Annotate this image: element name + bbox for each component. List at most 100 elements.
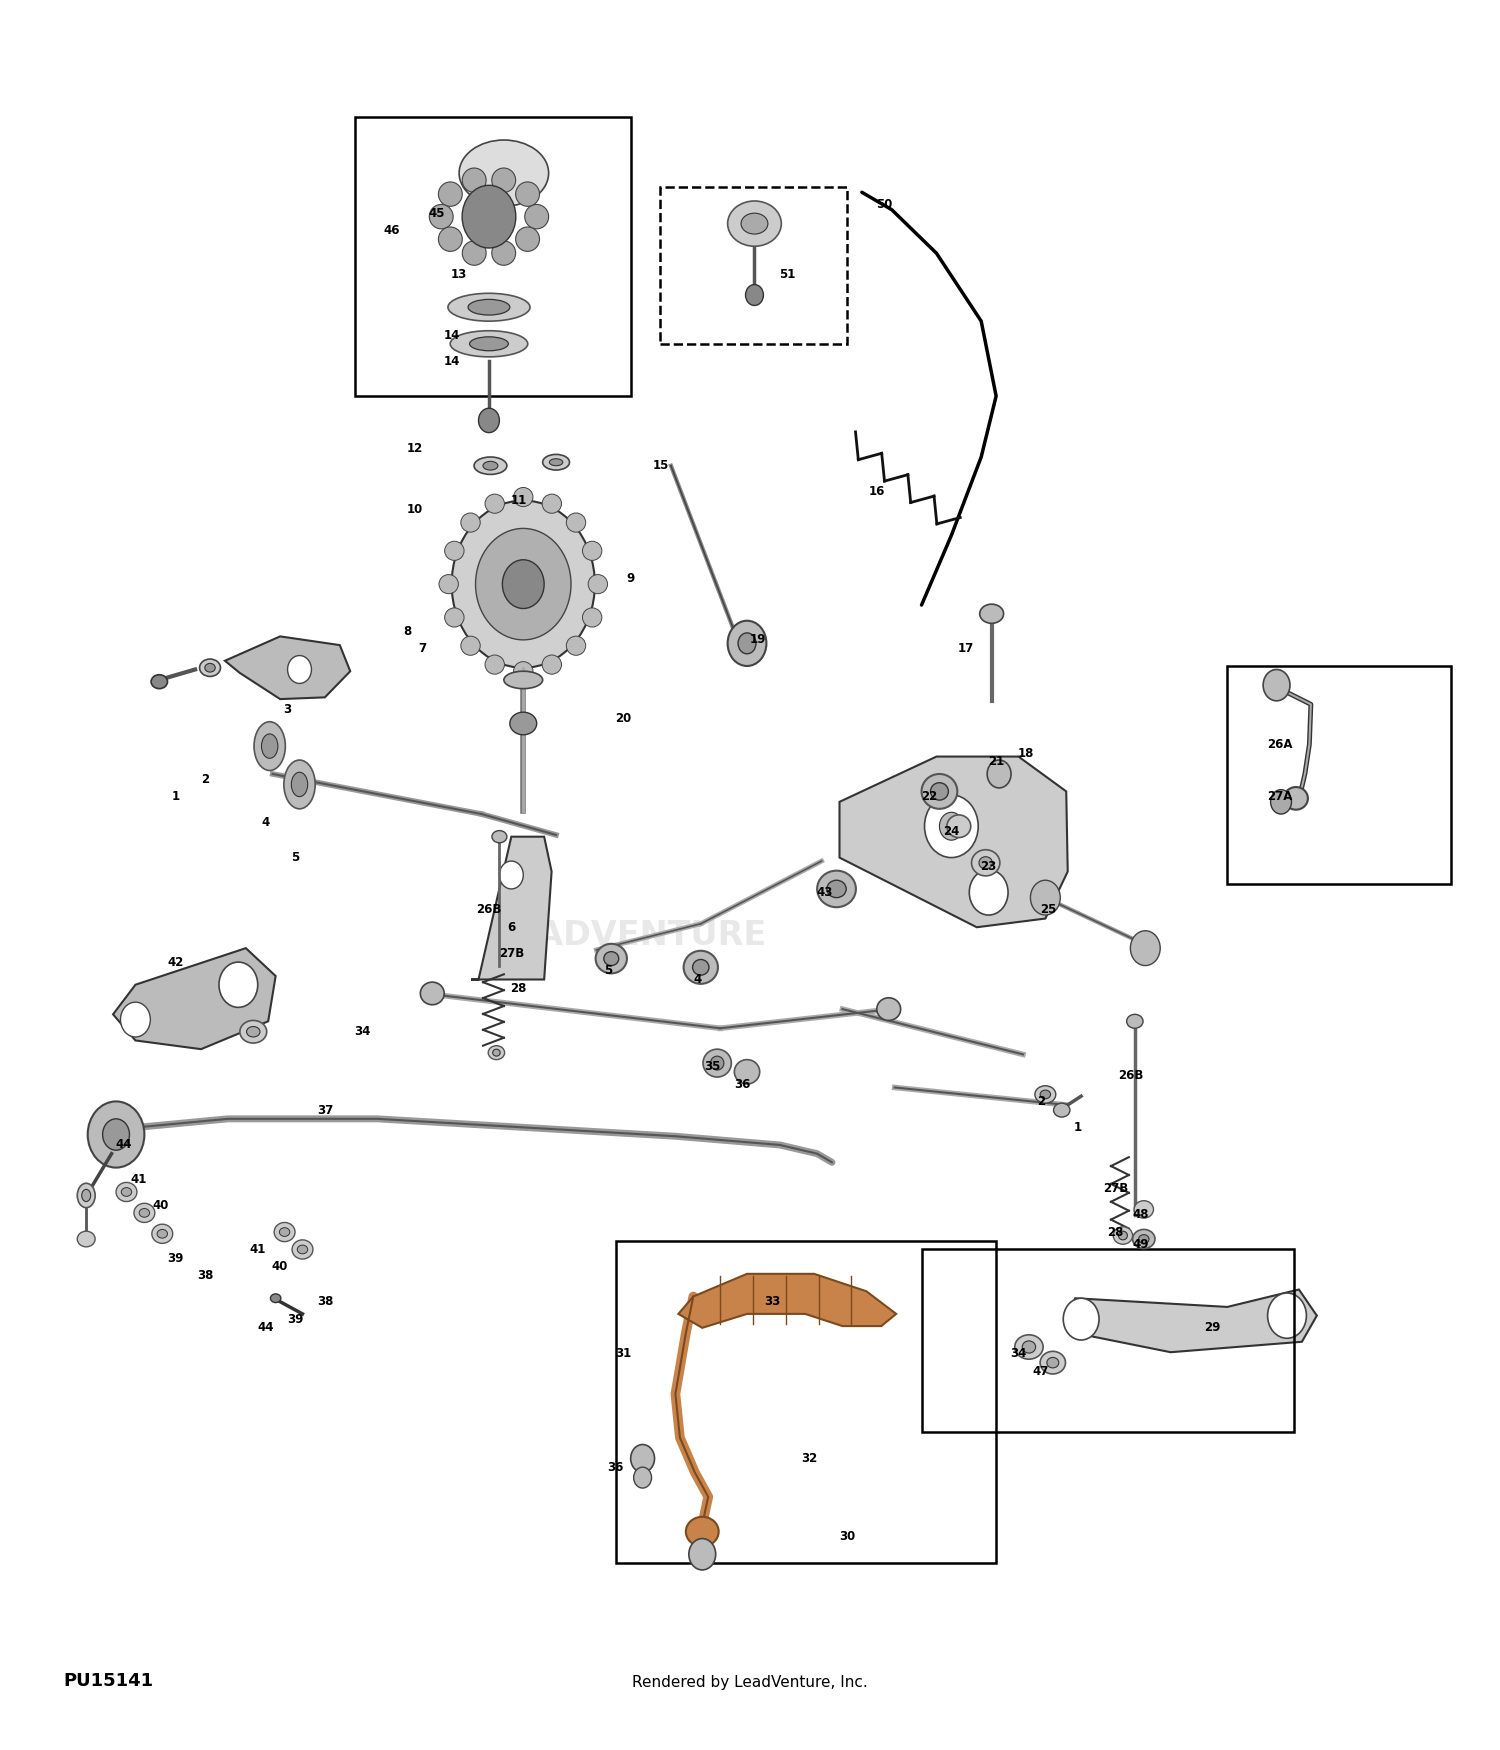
Polygon shape xyxy=(225,637,350,698)
Ellipse shape xyxy=(134,1204,154,1223)
Ellipse shape xyxy=(735,1059,759,1083)
Ellipse shape xyxy=(470,336,509,350)
Text: 41: 41 xyxy=(130,1172,147,1186)
Circle shape xyxy=(462,186,516,248)
Ellipse shape xyxy=(1035,1085,1056,1102)
Circle shape xyxy=(1030,880,1060,915)
Text: 11: 11 xyxy=(510,493,526,507)
Ellipse shape xyxy=(460,513,480,532)
Ellipse shape xyxy=(284,760,315,808)
Ellipse shape xyxy=(513,488,532,508)
Ellipse shape xyxy=(261,733,278,758)
Text: 47: 47 xyxy=(1032,1365,1048,1377)
Ellipse shape xyxy=(1053,1102,1070,1116)
Ellipse shape xyxy=(438,228,462,252)
Polygon shape xyxy=(1068,1290,1317,1353)
Circle shape xyxy=(1131,931,1160,966)
Ellipse shape xyxy=(582,541,602,560)
Ellipse shape xyxy=(492,1050,500,1057)
Text: 29: 29 xyxy=(1204,1321,1221,1334)
Ellipse shape xyxy=(827,880,846,898)
Ellipse shape xyxy=(878,997,900,1020)
Ellipse shape xyxy=(448,294,530,322)
Bar xyxy=(1227,667,1450,884)
Text: 22: 22 xyxy=(921,791,938,803)
Ellipse shape xyxy=(1016,1335,1042,1360)
Ellipse shape xyxy=(122,1188,132,1197)
Text: 4: 4 xyxy=(693,973,702,985)
Text: Rendered by LeadVenture, Inc.: Rendered by LeadVenture, Inc. xyxy=(632,1675,868,1690)
Ellipse shape xyxy=(206,663,214,672)
Circle shape xyxy=(500,861,523,889)
Text: 31: 31 xyxy=(615,1348,632,1360)
Circle shape xyxy=(1270,789,1292,814)
Ellipse shape xyxy=(254,721,285,770)
Text: PU15141: PU15141 xyxy=(64,1671,154,1690)
Text: 10: 10 xyxy=(406,502,423,516)
Circle shape xyxy=(939,812,963,840)
Ellipse shape xyxy=(972,850,1000,875)
Circle shape xyxy=(688,1538,715,1570)
Text: 5: 5 xyxy=(291,850,298,864)
Ellipse shape xyxy=(1022,1340,1035,1353)
Ellipse shape xyxy=(1134,1200,1154,1218)
Ellipse shape xyxy=(152,1225,172,1242)
Text: 27B: 27B xyxy=(498,947,523,959)
Ellipse shape xyxy=(78,1183,94,1207)
Text: 7: 7 xyxy=(419,642,426,654)
Ellipse shape xyxy=(240,1020,267,1043)
Text: 27A: 27A xyxy=(1268,791,1292,803)
Circle shape xyxy=(728,621,766,667)
Text: 41: 41 xyxy=(249,1242,266,1256)
Text: 34: 34 xyxy=(354,1026,370,1038)
Ellipse shape xyxy=(582,607,602,626)
Ellipse shape xyxy=(549,458,562,466)
Text: 45: 45 xyxy=(429,206,445,220)
Ellipse shape xyxy=(484,654,504,674)
Ellipse shape xyxy=(684,950,718,984)
Text: 1: 1 xyxy=(1074,1122,1082,1134)
Ellipse shape xyxy=(1113,1227,1132,1244)
Text: 4: 4 xyxy=(261,816,270,829)
Ellipse shape xyxy=(468,299,510,315)
Text: 50: 50 xyxy=(876,198,892,212)
Circle shape xyxy=(738,634,756,654)
Ellipse shape xyxy=(704,1050,732,1076)
Ellipse shape xyxy=(462,168,486,192)
Text: 39: 39 xyxy=(286,1312,303,1326)
Ellipse shape xyxy=(741,214,768,235)
Circle shape xyxy=(476,528,572,640)
Text: 26B: 26B xyxy=(477,903,501,917)
Ellipse shape xyxy=(818,872,856,906)
Text: 44: 44 xyxy=(256,1321,273,1334)
Ellipse shape xyxy=(510,712,537,735)
Text: 35: 35 xyxy=(705,1060,722,1073)
Ellipse shape xyxy=(291,772,308,796)
Text: 14: 14 xyxy=(444,355,460,367)
Text: 26B: 26B xyxy=(1118,1069,1143,1082)
Ellipse shape xyxy=(604,952,618,966)
Ellipse shape xyxy=(152,676,168,690)
Ellipse shape xyxy=(297,1244,307,1253)
Circle shape xyxy=(503,560,544,609)
Ellipse shape xyxy=(444,607,464,626)
Text: 9: 9 xyxy=(627,572,634,586)
Ellipse shape xyxy=(492,168,516,192)
Text: 13: 13 xyxy=(452,268,466,280)
Text: 19: 19 xyxy=(750,634,765,646)
Text: 1: 1 xyxy=(171,791,180,803)
Text: 44: 44 xyxy=(116,1139,132,1152)
Ellipse shape xyxy=(488,1046,504,1059)
Ellipse shape xyxy=(542,654,561,674)
Ellipse shape xyxy=(420,982,444,1004)
Text: 25: 25 xyxy=(1040,903,1056,917)
Polygon shape xyxy=(471,836,552,980)
Ellipse shape xyxy=(504,672,543,690)
Circle shape xyxy=(87,1101,144,1167)
Ellipse shape xyxy=(1040,1351,1065,1374)
Ellipse shape xyxy=(450,331,528,357)
Ellipse shape xyxy=(492,242,516,266)
Ellipse shape xyxy=(158,1230,168,1239)
Text: 14: 14 xyxy=(444,329,460,341)
Text: 32: 32 xyxy=(801,1452,818,1465)
